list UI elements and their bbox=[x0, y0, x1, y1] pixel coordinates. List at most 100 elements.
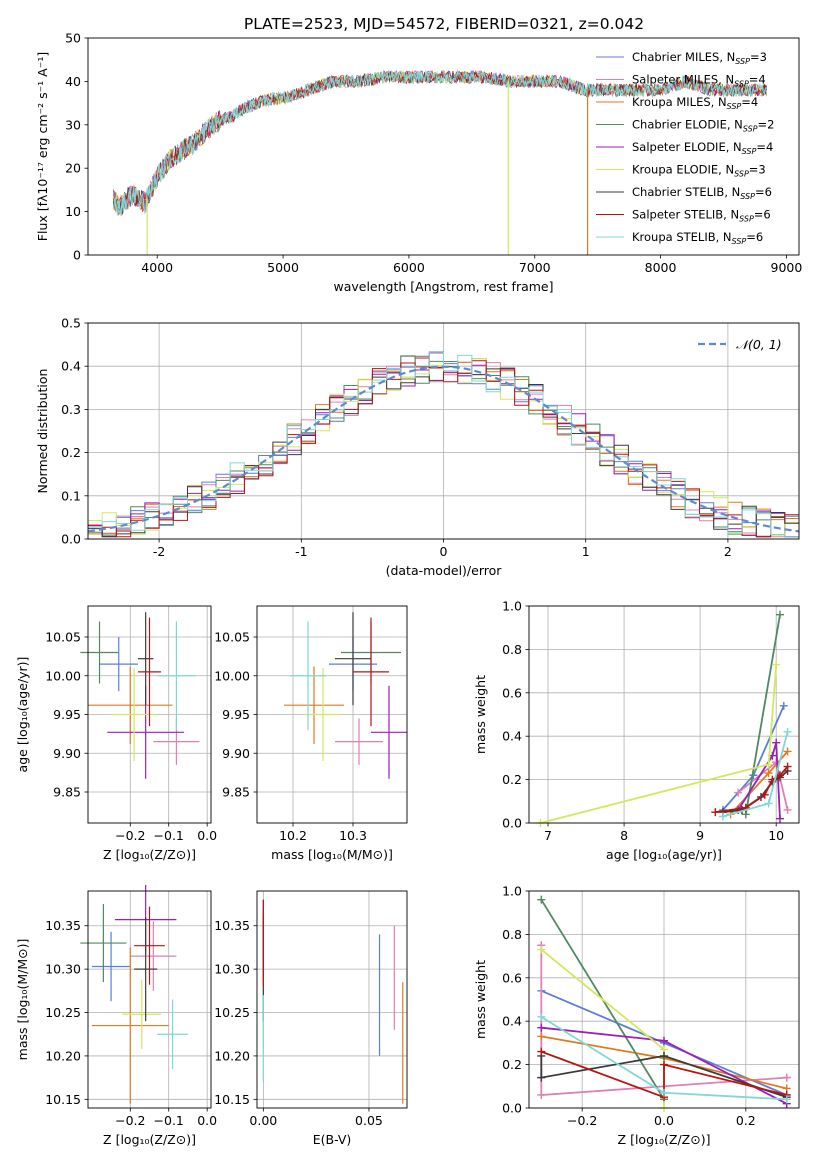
y-axis-label: age [log₁₀(age/yr)] bbox=[15, 657, 30, 773]
histogram-series bbox=[88, 360, 799, 538]
x-tick-label: −0.1 bbox=[154, 828, 184, 843]
y-tick-label: 30 bbox=[65, 117, 81, 132]
x-tick-label: -2 bbox=[153, 544, 165, 559]
y-tick-label: 9.85 bbox=[53, 785, 81, 800]
x-tick-label: 0.2 bbox=[736, 1113, 756, 1128]
weight-marker bbox=[734, 788, 743, 797]
y-tick-label: 10.30 bbox=[45, 962, 81, 977]
y-tick-label: 10.05 bbox=[45, 630, 81, 645]
y-tick-label: 40 bbox=[65, 74, 81, 89]
y-tick-label: 0.2 bbox=[502, 772, 522, 787]
weight-marker bbox=[760, 790, 769, 799]
y-tick-label: 10.30 bbox=[214, 962, 250, 977]
weight-line bbox=[722, 705, 785, 811]
weight-marker bbox=[775, 771, 784, 780]
weight-marker bbox=[764, 769, 773, 778]
weight-marker bbox=[764, 799, 773, 808]
x-tick-label: 4000 bbox=[141, 260, 173, 275]
x-tick-label: 0.0 bbox=[197, 828, 217, 843]
y-tick-label: 10.00 bbox=[45, 668, 81, 683]
y-tick-label: 0.4 bbox=[502, 729, 522, 744]
weight-line bbox=[540, 1054, 787, 1099]
weight-marker bbox=[660, 1051, 668, 1060]
weight-marker bbox=[783, 762, 792, 771]
y-tick-label: 50 bbox=[65, 31, 81, 46]
weight-marker bbox=[782, 1095, 791, 1104]
legend-label: Kroupa STELIB, NSSP=6 bbox=[632, 230, 763, 246]
weight-marker bbox=[660, 1036, 668, 1045]
weight-marker bbox=[718, 812, 727, 821]
y-tick-label: 0.8 bbox=[502, 642, 522, 657]
legend-label: Salpeter ELODIE, NSSP=4 bbox=[632, 140, 773, 156]
y-tick-label: 10.25 bbox=[214, 1005, 250, 1020]
figure-title: PLATE=2523, MJD=54572, FIBERID=0321, z=0… bbox=[244, 15, 644, 33]
y-tick-label: 10.20 bbox=[214, 1048, 250, 1063]
legend-label: 𝒩(0, 1) bbox=[736, 337, 782, 352]
legend-label: Chabrier STELIB, NSSP=6 bbox=[632, 185, 772, 201]
weight-vs-metallicity-panel: −0.2 0.0 0.2 0.0 0.2 0.4 0.6 0.8 1.0 Z [log₁₀(Z/Z… bbox=[473, 884, 800, 1147]
y-tick-label: 0.1 bbox=[61, 488, 81, 503]
x-tick-label: 6000 bbox=[393, 260, 425, 275]
weight-vs-age-panel: 7 8 9 10 0.0 0.2 0.4 0.6 0.8 1.0 age [log₁₀(age/yr… bbox=[473, 599, 800, 862]
y-tick-label: 9.90 bbox=[222, 746, 250, 761]
weight-line bbox=[715, 766, 789, 813]
y-tick-label: 10.35 bbox=[214, 918, 250, 933]
y-tick-label: 20 bbox=[65, 161, 81, 176]
y-tick-label: 10.00 bbox=[214, 668, 250, 683]
weight-marker bbox=[772, 738, 781, 747]
weight-marker bbox=[783, 747, 792, 756]
weight-line bbox=[540, 664, 778, 824]
x-axis-label: Z [log₁₀(Z/Z⊙)] bbox=[103, 1132, 196, 1147]
weight-line bbox=[744, 614, 781, 815]
weight-marker bbox=[775, 814, 784, 823]
x-tick-label: 0 bbox=[440, 544, 448, 559]
weight-marker bbox=[783, 805, 792, 814]
y-tick-label: 9.95 bbox=[222, 707, 250, 722]
y-tick-label: 0.4 bbox=[502, 1014, 522, 1029]
weight-marker bbox=[537, 945, 546, 954]
axes-frame bbox=[256, 605, 408, 824]
legend-label: Kroupa MILES, NSSP=4 bbox=[632, 95, 758, 111]
x-tick-label: −0.2 bbox=[115, 828, 145, 843]
x-tick-label: 7 bbox=[544, 828, 552, 843]
weight-marker bbox=[782, 1073, 791, 1082]
x-tick-label: -1 bbox=[295, 544, 307, 559]
mass-vs-extinction-panel: 0.00 0.05 10.15 10.20 10.25 10.30 10.35 E(B-V) bbox=[214, 890, 408, 1147]
axes-frame bbox=[87, 322, 800, 540]
gaussian-curve bbox=[87, 365, 800, 533]
y-tick-label: 0.0 bbox=[502, 816, 522, 831]
y-tick-label: 0.6 bbox=[502, 685, 522, 700]
y-tick-label: 0.2 bbox=[502, 1057, 522, 1072]
x-axis-label: age [log₁₀(age/yr)] bbox=[606, 847, 722, 862]
x-axis-label: Z [log₁₀(Z/Z⊙)] bbox=[103, 847, 196, 862]
axes-frame bbox=[528, 890, 800, 1109]
x-axis-label: (data-model)/error bbox=[386, 563, 503, 578]
y-tick-label: 0.8 bbox=[502, 927, 522, 942]
x-axis-label: E(B-V) bbox=[313, 1132, 352, 1147]
weight-line bbox=[737, 742, 781, 819]
y-tick-label: 0 bbox=[73, 248, 81, 263]
y-axis-label: mass [log₁₀(M/M⊙)] bbox=[15, 939, 30, 1061]
x-tick-label: 8000 bbox=[645, 260, 677, 275]
legend-label: Salpeter STELIB, NSSP=6 bbox=[632, 208, 771, 224]
y-tick-label: 10 bbox=[65, 204, 81, 219]
spectrum-line bbox=[112, 69, 768, 215]
weight-marker bbox=[660, 1060, 668, 1069]
x-tick-label: 0.0 bbox=[197, 1113, 217, 1128]
x-tick-label: 8 bbox=[620, 828, 628, 843]
x-tick-label: 10.2 bbox=[279, 828, 307, 843]
y-axis-label: Normed distribution bbox=[35, 369, 50, 494]
weight-marker bbox=[537, 1047, 546, 1056]
y-tick-label: 10.35 bbox=[45, 918, 81, 933]
x-axis-label: Z [log₁₀(Z/Z⊙)] bbox=[618, 1132, 711, 1147]
y-tick-label: 0.2 bbox=[61, 445, 81, 460]
age-vs-mass-panel: 10.2 10.3 9.85 9.90 9.95 10.00 10.05 mass [log₁… bbox=[214, 605, 408, 862]
y-tick-label: 9.95 bbox=[53, 707, 81, 722]
axes-frame bbox=[528, 605, 800, 824]
y-tick-label: 0.0 bbox=[502, 1101, 522, 1116]
y-tick-label: 1.0 bbox=[502, 599, 522, 614]
x-tick-label: 0.05 bbox=[355, 1113, 383, 1128]
y-tick-label: 9.85 bbox=[222, 785, 250, 800]
weight-marker bbox=[537, 1032, 546, 1041]
